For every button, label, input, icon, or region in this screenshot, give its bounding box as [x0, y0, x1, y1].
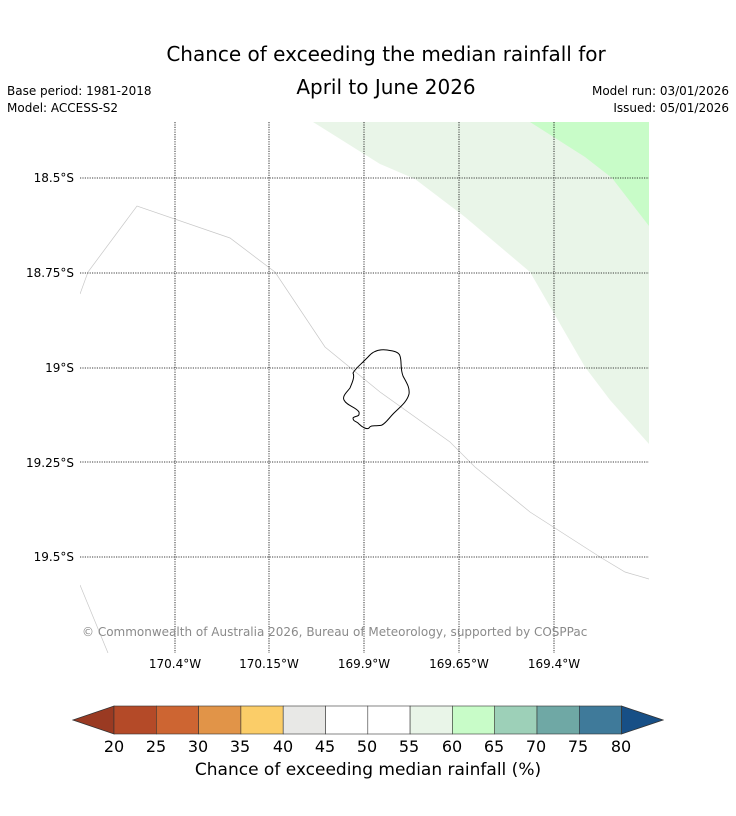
meta-right: Model run: 03/01/2026 Issued: 05/01/2026 [592, 83, 729, 117]
map-title: Chance of exceeding the median rainfall … [0, 38, 736, 104]
map-area [80, 122, 649, 653]
lon-label-169-9: 169.9°W [337, 657, 391, 671]
issued-date: Issued: 05/01/2026 [613, 101, 729, 115]
colorbar-under-arrow [72, 705, 115, 735]
colorbar-tick: 35 [229, 737, 251, 756]
colorbar-segment [113, 705, 157, 735]
copyright-notice: © Commonwealth of Australia 2026, Bureau… [82, 625, 588, 639]
colorbar-segment [367, 705, 411, 735]
boundary-line [80, 205, 649, 580]
island-outline [343, 349, 410, 430]
colorbar-tick: 20 [103, 737, 125, 756]
colorbar-segment [282, 705, 326, 735]
grid-lines [80, 122, 649, 653]
lon-label-170-4: 170.4°W [148, 657, 202, 671]
lat-label-18-5: 18.5°S [33, 171, 74, 185]
colorbar-segment [325, 705, 369, 735]
lat-label-19-25: 19.25°S [26, 456, 74, 470]
colorbar-segment [494, 705, 538, 735]
colorbar-tick: 75 [567, 737, 589, 756]
colorbar-tick: 25 [145, 737, 167, 756]
colorbar-tick: 40 [272, 737, 294, 756]
meta-left: Base period: 1981-2018 Model: ACCESS-S2 [7, 83, 152, 117]
colorbar-segment [198, 705, 242, 735]
colorbar [72, 705, 664, 735]
colorbar-segment [578, 705, 622, 735]
colorbar-over-arrow [621, 705, 664, 735]
boundary-line-sw [80, 584, 109, 653]
colorbar-segment [452, 705, 495, 735]
colorbar-tick: 45 [314, 737, 336, 756]
colorbar-segment [409, 705, 453, 735]
colorbar-tick: 55 [398, 737, 420, 756]
colorbar-tick: 30 [187, 737, 209, 756]
colorbar-tick: 65 [483, 737, 505, 756]
colorbar-tick: 60 [441, 737, 463, 756]
lat-label-19: 19°S [45, 361, 74, 375]
base-period: Base period: 1981-2018 [7, 84, 152, 98]
lon-label-169-4: 169.4°W [527, 657, 581, 671]
title-line-1: Chance of exceeding the median rainfall … [166, 42, 606, 66]
colorbar-segment [240, 705, 284, 735]
lon-label-169-65: 169.65°W [429, 657, 489, 671]
region-55-60 [313, 122, 649, 444]
lat-label-19-5: 19.5°S [33, 550, 74, 564]
model-name: Model: ACCESS-S2 [7, 101, 119, 115]
title-line-2: April to June 2026 [296, 75, 476, 99]
colorbar-label: Chance of exceeding median rainfall (%) [194, 760, 542, 780]
colorbar-segment [156, 705, 199, 735]
lon-label-170-15: 170.15°W [239, 657, 299, 671]
lat-label-18-75: 18.75°S [26, 266, 74, 280]
colorbar-tick: 80 [610, 737, 632, 756]
region-60-65 [530, 122, 649, 226]
colorbar-segment [536, 705, 580, 735]
colorbar-tick: 70 [525, 737, 547, 756]
colorbar-tick: 50 [356, 737, 378, 756]
model-run: Model run: 03/01/2026 [591, 84, 729, 98]
